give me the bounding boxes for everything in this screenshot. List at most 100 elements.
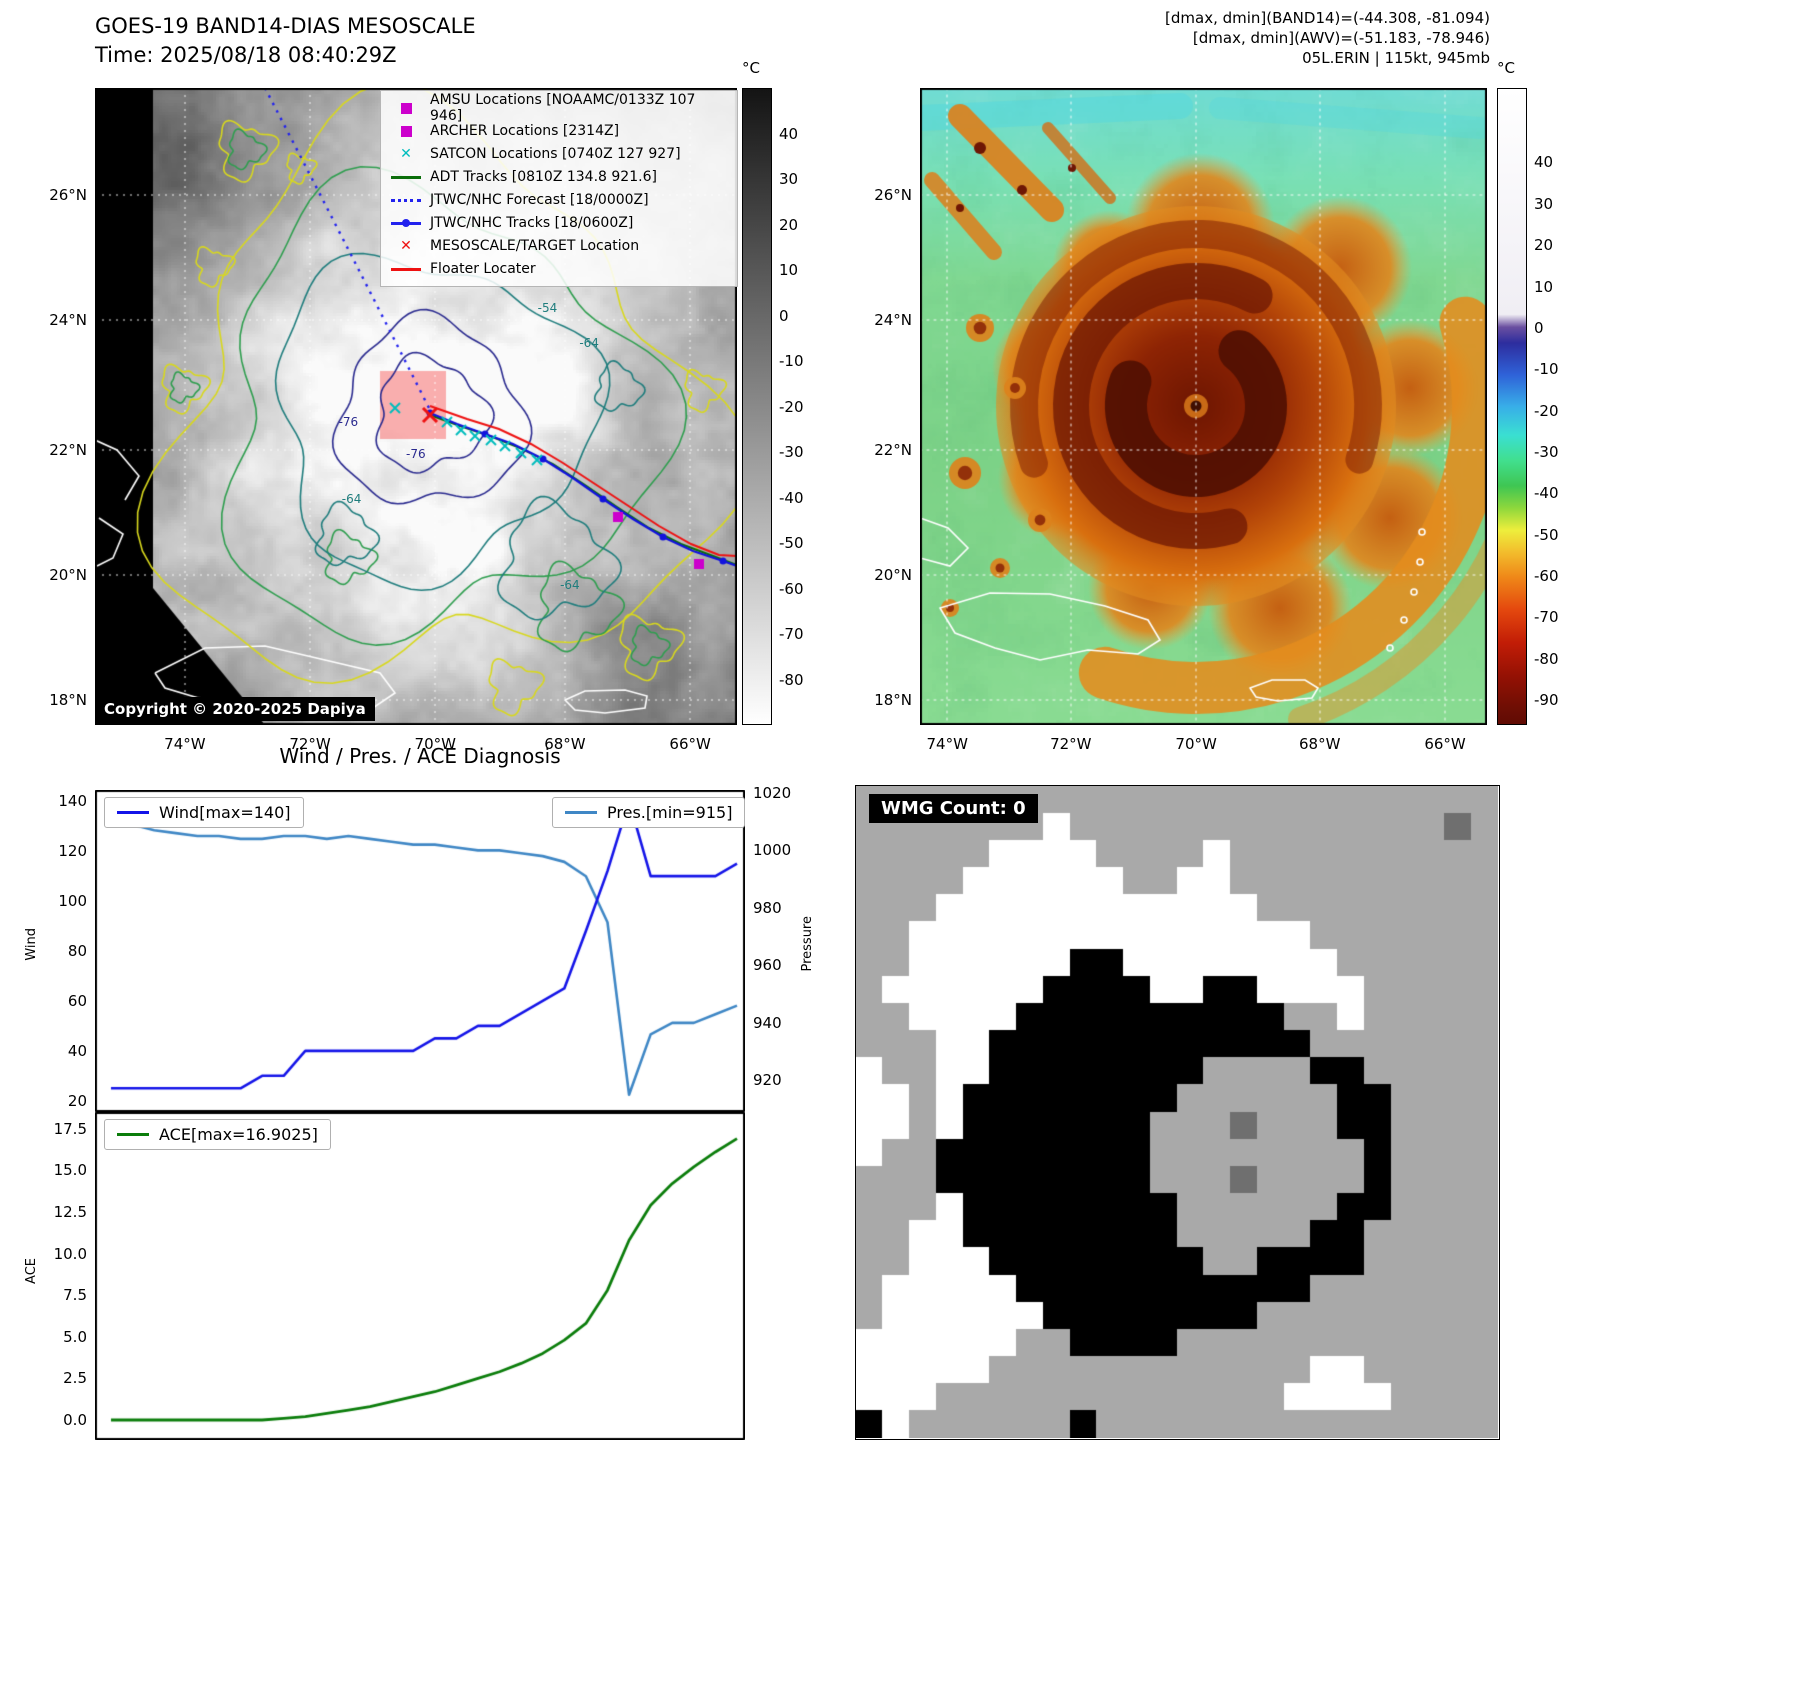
- pressure-tick-label: 920: [753, 1071, 782, 1090]
- ace-tick-label: 12.5: [53, 1202, 87, 1221]
- lon-tick-label: 70°W: [414, 735, 456, 753]
- colorbar-tick-label: -90: [1534, 691, 1559, 710]
- legend-item-label: MESOSCALE/TARGET Location: [430, 238, 640, 254]
- line-dot-marker-icon: [390, 218, 422, 228]
- legend-item: ✕ SATCON Locations [0740Z 127 927]: [390, 144, 728, 164]
- pressure-tick-label: 960: [753, 956, 782, 975]
- lon-tick-label: 74°W: [164, 735, 206, 753]
- contour-label: -64: [560, 577, 580, 592]
- wind-tick-label: 140: [58, 792, 87, 811]
- colorbar-tick-label: 0: [779, 306, 789, 325]
- legend-item-label: Floater Locater: [430, 261, 536, 277]
- legend-item: ADT Tracks [0810Z 134.8 921.6]: [390, 167, 728, 187]
- lon-tick-label: 66°W: [669, 735, 711, 753]
- lat-tick-label: 20°N: [874, 565, 912, 584]
- lat-tick-label: 24°N: [874, 310, 912, 329]
- band14-map-legend: AMSU Locations [NOAAMC/0133Z 107 946] ARC…: [380, 90, 738, 287]
- colorbar-tick-label: 20: [1534, 236, 1554, 255]
- colorbar-tick-label: -10: [1534, 360, 1559, 379]
- legend-item: JTWC/NHC Tracks [18/0600Z]: [390, 213, 728, 233]
- wind-legend-line: [117, 811, 149, 814]
- band14-colorbar: [742, 88, 772, 725]
- wind-tick-label: 80: [67, 942, 87, 960]
- wind-legend: Wind[max=140]: [104, 797, 304, 828]
- ace-legend-label: ACE[max=16.9025]: [159, 1125, 318, 1144]
- x-marker-icon: ✕: [400, 146, 412, 162]
- colorbar-tick-label: -70: [1534, 608, 1559, 627]
- lat-tick-label: 26°N: [49, 186, 87, 205]
- ace-chart-canvas: [95, 1112, 745, 1440]
- awv-header: [dmax, dmin](BAND14)=(-44.308, -81.094) …: [890, 8, 1490, 68]
- colorbar-tick-label: 30: [1534, 194, 1554, 213]
- wmg-panel: [855, 785, 1500, 1440]
- pressure-legend: Pres.[min=915]: [552, 797, 746, 828]
- colorbar-tick-label: -20: [1534, 401, 1559, 420]
- colorbar-tick-label: -30: [1534, 443, 1559, 461]
- awv-colorbar-unit: °C: [1497, 59, 1515, 77]
- dotted-marker-icon: [390, 198, 422, 202]
- pressure-tick-label: 1020: [753, 783, 792, 802]
- lat-tick-label: 26°N: [874, 186, 912, 205]
- colorbar-tick-label: -60: [779, 579, 804, 598]
- wind-tick-label: 120: [58, 842, 87, 861]
- lat-tick-label: 18°N: [874, 691, 912, 710]
- wind-tick-label: 20: [67, 1091, 87, 1110]
- legend-item: ARCHER Locations [2314Z]: [390, 121, 728, 141]
- ace-tick-label: 5.0: [63, 1327, 87, 1346]
- lon-tick-label: 68°W: [544, 735, 586, 753]
- contour-label: -54: [537, 300, 558, 315]
- colorbar-tick-label: -40: [779, 488, 804, 507]
- line-marker-icon: [390, 175, 422, 179]
- colorbar-tick-label: -10: [779, 352, 804, 370]
- wmg-count-label: WMG Count: 0: [869, 794, 1038, 823]
- pressure-legend-label: Pres.[min=915]: [607, 803, 733, 822]
- pressure-legend-line: [565, 811, 597, 814]
- ace-legend-line: [117, 1133, 149, 1136]
- colorbar-tick-label: -60: [1534, 567, 1559, 586]
- lon-tick-label: 70°W: [1175, 735, 1217, 753]
- lon-tick-label: 72°W: [1050, 735, 1092, 753]
- colorbar-tick-label: 20: [779, 215, 799, 234]
- colorbar-tick-label: 40: [1534, 153, 1554, 172]
- legend-item-label: SATCON Locations [0740Z 127 927]: [430, 146, 681, 162]
- lat-tick-label: 22°N: [49, 440, 87, 459]
- colorbar-tick-label: -50: [779, 534, 804, 552]
- lon-tick-label: 74°W: [926, 735, 968, 753]
- legend-item-label: JTWC/NHC Tracks [18/0600Z]: [430, 215, 634, 231]
- ace-legend: ACE[max=16.9025]: [104, 1119, 331, 1150]
- legend-item-label: ADT Tracks [0810Z 134.8 921.6]: [430, 169, 657, 185]
- contour-label: -64: [341, 491, 362, 506]
- diagnosis-title: Wind / Pres. / ACE Diagnosis: [279, 744, 561, 768]
- colorbar-tick-label: 30: [779, 170, 799, 188]
- pressure-tick-label: 980: [753, 898, 782, 917]
- legend-item: Floater Locater: [390, 259, 728, 279]
- wind-tick-label: 100: [58, 892, 87, 911]
- wind-pressure-chart-canvas: [95, 790, 745, 1112]
- wind-tick-label: 40: [67, 1041, 87, 1060]
- legend-item: JTWC/NHC Forecast [18/0000Z]: [390, 190, 728, 210]
- colorbar-tick-label: 10: [1534, 277, 1554, 296]
- ace-tick-label: 10.0: [53, 1244, 87, 1263]
- pressure-tick-label: 1000: [753, 841, 792, 860]
- legend-item-label: AMSU Locations [NOAAMC/0133Z 107 946]: [430, 92, 696, 124]
- legend-item-label: ARCHER Locations [2314Z]: [430, 123, 620, 139]
- lon-tick-label: 72°W: [289, 735, 331, 753]
- colorbar-tick-label: -30: [779, 443, 804, 461]
- lat-tick-label: 20°N: [49, 565, 87, 584]
- awv-colorbar: [1497, 88, 1527, 725]
- lon-tick-label: 68°W: [1299, 735, 1341, 753]
- wind-legend-label: Wind[max=140]: [159, 803, 291, 822]
- ace-tick-label: 2.5: [63, 1369, 87, 1388]
- lat-tick-label: 22°N: [874, 440, 912, 459]
- legend-item-label: JTWC/NHC Forecast [18/0000Z]: [430, 192, 649, 208]
- legend-item: ✕ MESOSCALE/TARGET Location: [390, 236, 728, 256]
- contour-label: -76: [406, 447, 426, 462]
- ace-tick-label: 15.0: [53, 1161, 87, 1180]
- wmg-grid-canvas: [856, 786, 1498, 1438]
- awv-map-canvas: [920, 88, 1487, 725]
- band14-colorbar-unit: °C: [742, 59, 760, 77]
- x-marker-icon: ✕: [400, 238, 412, 254]
- colorbar-tick-label: -70: [779, 625, 804, 643]
- square-marker-icon: [390, 125, 422, 137]
